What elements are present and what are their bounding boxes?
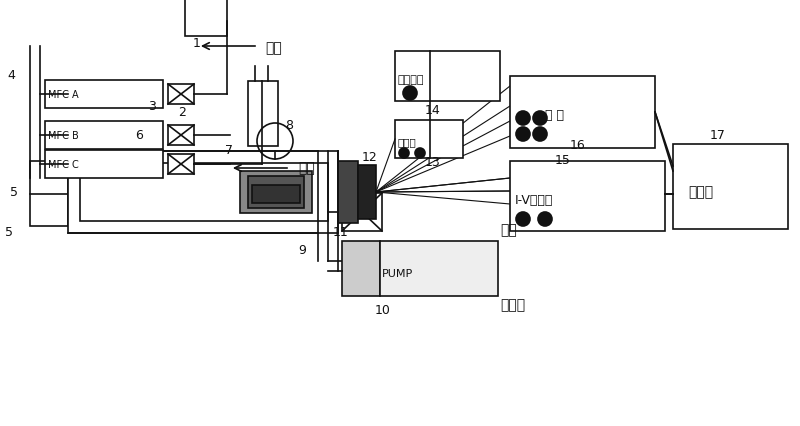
Bar	[342, 242, 380, 296]
Text: 9: 9	[298, 243, 306, 256]
Text: 氮气: 氮气	[265, 41, 282, 55]
Text: 1: 1	[193, 37, 201, 50]
Text: 可控硅: 可控硅	[398, 137, 417, 147]
Bar	[185, 0, 227, 37]
Bar	[45, 122, 163, 150]
Bar	[30, 161, 68, 227]
Circle shape	[403, 87, 417, 101]
Bar	[248, 177, 304, 208]
Circle shape	[533, 112, 547, 126]
Text: 4: 4	[7, 69, 15, 82]
Bar	[240, 172, 312, 213]
Text: 12: 12	[362, 151, 378, 164]
Circle shape	[516, 112, 530, 126]
Text: 15: 15	[555, 154, 571, 167]
Text: 温 控: 温 控	[545, 109, 564, 122]
Text: 抽真空: 抽真空	[500, 297, 525, 311]
Bar	[168, 85, 194, 105]
Text: 14: 14	[425, 104, 441, 117]
Circle shape	[538, 213, 552, 227]
Bar	[80, 164, 328, 222]
Bar	[168, 155, 194, 175]
Bar	[252, 186, 300, 204]
Bar	[68, 152, 338, 233]
Bar	[358, 166, 376, 219]
Text: MFC A: MFC A	[48, 90, 78, 100]
Text: 5: 5	[10, 186, 18, 199]
Circle shape	[516, 213, 530, 227]
Circle shape	[399, 149, 409, 158]
Text: 10: 10	[375, 303, 391, 316]
Bar	[380, 242, 498, 296]
Circle shape	[516, 128, 530, 142]
Bar	[510, 77, 655, 149]
Text: 6: 6	[135, 129, 143, 142]
Text: 13: 13	[425, 155, 441, 169]
Bar	[673, 145, 788, 230]
Bar	[45, 81, 163, 109]
Text: 16: 16	[570, 139, 586, 152]
Text: 交流电源: 交流电源	[398, 75, 425, 85]
Circle shape	[533, 128, 547, 142]
Bar	[248, 82, 278, 147]
Bar	[395, 52, 500, 102]
Text: MFC C: MFC C	[48, 160, 78, 170]
Bar	[45, 151, 163, 178]
Bar	[395, 121, 463, 158]
Text: MFC B: MFC B	[48, 131, 78, 141]
Bar	[168, 126, 194, 146]
Text: 5: 5	[5, 225, 13, 239]
Text: 8: 8	[285, 119, 293, 132]
Text: 计算机: 计算机	[688, 184, 713, 199]
Bar	[338, 161, 358, 224]
Text: 17: 17	[710, 129, 726, 142]
Text: 7: 7	[225, 144, 233, 157]
Text: I-V测试仪: I-V测试仪	[515, 193, 554, 207]
Bar	[510, 161, 665, 231]
Bar	[342, 193, 382, 231]
Text: 尾气: 尾气	[500, 222, 517, 236]
Text: 氢气: 氢气	[298, 161, 314, 175]
Circle shape	[415, 149, 425, 158]
Text: 11: 11	[333, 225, 349, 239]
Text: PUMP: PUMP	[382, 268, 414, 278]
Text: 3: 3	[148, 100, 156, 113]
Text: 2: 2	[178, 106, 186, 119]
